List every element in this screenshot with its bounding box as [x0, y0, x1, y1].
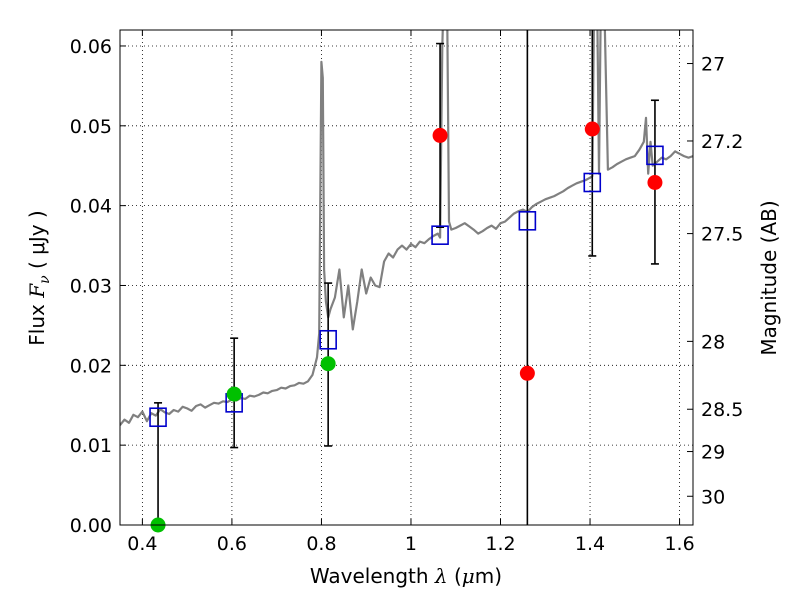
y2-tick-label: 27.5: [701, 224, 743, 246]
model-square: [319, 329, 337, 350]
plot-frame: [119, 29, 694, 526]
observed-point: [584, 121, 600, 137]
model-square: [646, 145, 664, 166]
x-tick-label: 1.2: [485, 533, 515, 555]
observed-point: [519, 365, 535, 381]
y2-tick-label: 27: [701, 54, 725, 76]
y2-axis-label: Magnitude (AB): [757, 200, 781, 355]
observed-point: [226, 386, 242, 402]
plot-area: [120, 30, 693, 426]
y2-tick-label: 28: [701, 331, 725, 353]
y2-tick-label: 27.2: [701, 131, 743, 153]
x-tick-label: 0.4: [127, 533, 157, 555]
x-tick-label: 1: [405, 533, 417, 555]
model-square: [431, 225, 449, 245]
model-square: [583, 172, 602, 193]
observed-point: [432, 127, 448, 143]
y-tick-label: 0.01: [70, 435, 112, 457]
x-axis-label: Wavelength λ (μm): [310, 564, 502, 588]
y2-tick-label: 30: [701, 486, 725, 508]
x-tick-label: 1.4: [575, 533, 605, 555]
y-axis-label: Flux Fν ( μJy ): [25, 210, 53, 345]
observed-point: [647, 174, 663, 190]
model-square: [149, 407, 167, 428]
markers: [149, 30, 664, 533]
y-tick-label: 0.00: [70, 515, 112, 537]
y-tick-label: 0.05: [70, 116, 112, 138]
y2-tick-label: 28.5: [701, 399, 743, 421]
x-tick-label: 0.8: [306, 533, 336, 555]
model-square: [518, 211, 537, 231]
y-tick-label: 0.02: [70, 355, 112, 377]
x-tick-label: 1.6: [664, 533, 694, 555]
y-tick-label: 0.06: [70, 36, 112, 58]
observed-point: [320, 356, 336, 372]
y2-tick-label: 29: [701, 442, 725, 464]
spectrum-line: [120, 30, 693, 426]
ticks: 0.4 0.6 0.8 1 1.2 1.4 1.6 0.00 0.01 0.02 0.03 0.04 0…: [70, 30, 743, 555]
y-tick-label: 0.03: [70, 275, 112, 297]
grid: [120, 30, 693, 526]
y-tick-label: 0.04: [70, 196, 112, 218]
x-tick-label: 0.6: [217, 533, 247, 555]
